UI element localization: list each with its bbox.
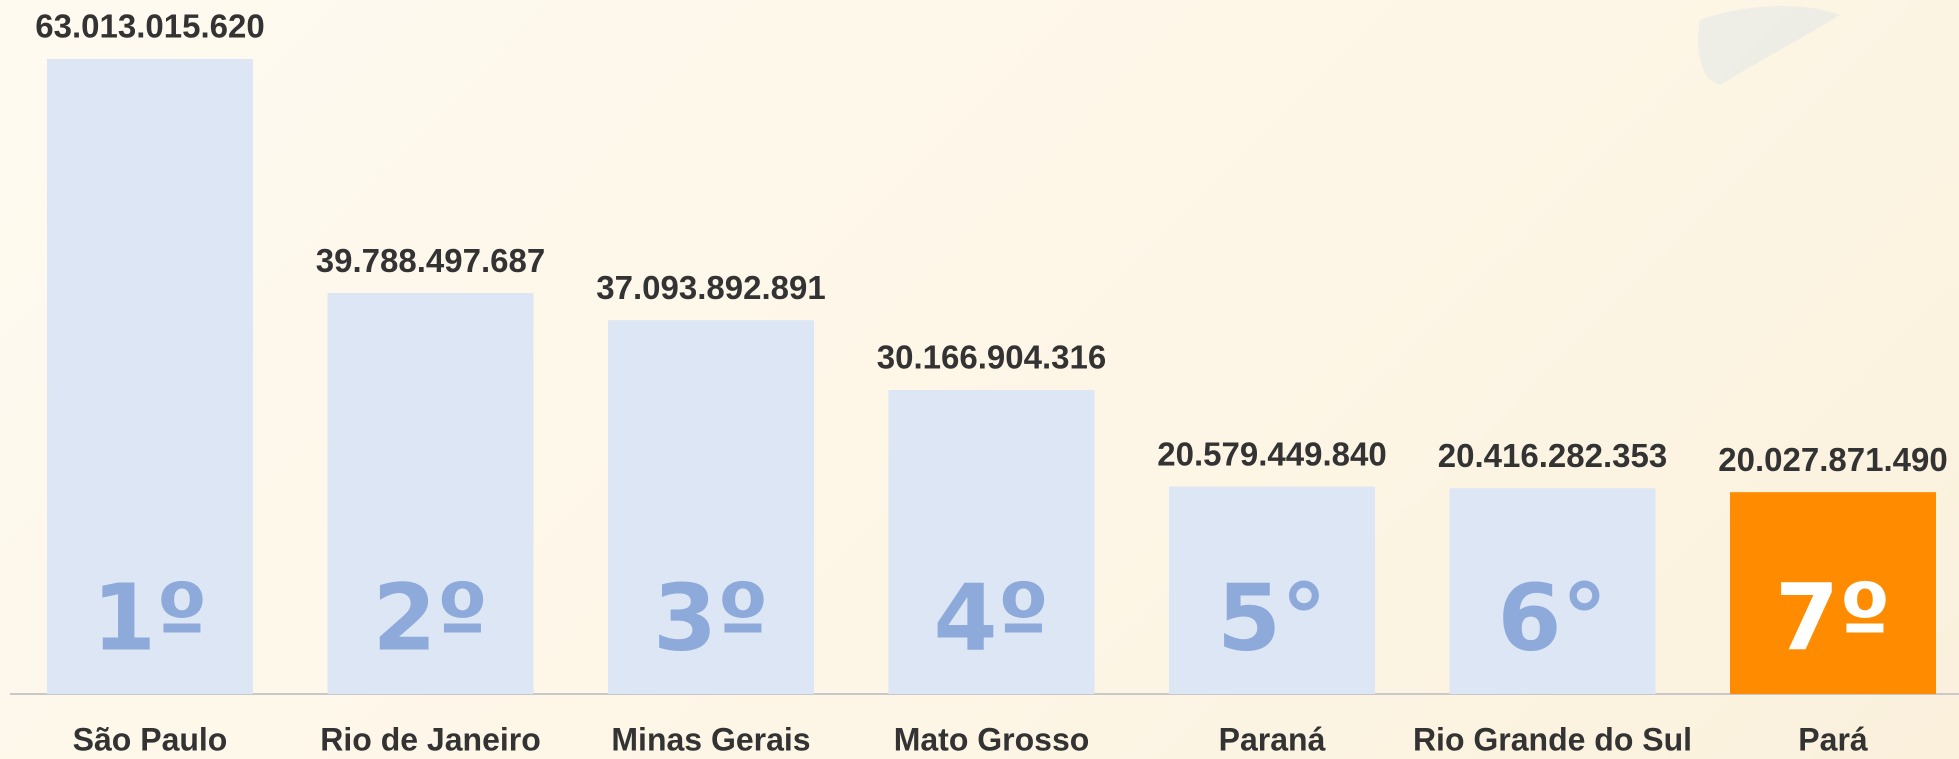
rank-label: 5° [1217,564,1327,671]
rank-label: 1º [92,564,208,671]
value-label: 20.416.282.353 [1438,437,1667,474]
rank-label: 3º [653,564,769,671]
category-label: Minas Gerais [611,721,810,757]
value-label: 20.027.871.490 [1718,441,1947,478]
category-label: Rio Grande do Sul [1413,721,1692,757]
value-label: 63.013.015.620 [35,8,264,45]
category-label: São Paulo [73,721,228,757]
category-label: Paraná [1219,721,1326,757]
decoration [1698,5,1840,85]
rank-label: 6° [1497,564,1607,671]
value-label: 30.166.904.316 [877,339,1106,376]
bar [327,293,534,694]
category-label: Pará [1798,721,1868,757]
bar [608,320,814,694]
bar [1730,492,1936,694]
bar [1449,488,1656,694]
rank-label: 7º [1775,564,1891,671]
bar [47,59,253,694]
bar [1169,486,1375,694]
value-label: 37.093.892.891 [596,269,825,306]
value-label: 20.579.449.840 [1157,435,1386,472]
category-label: Mato Grosso [894,721,1090,757]
rank-label: 2º [373,564,489,671]
category-label: Rio de Janeiro [320,721,541,757]
bar [888,389,1095,694]
rank-label: 4º [934,564,1050,671]
value-label: 39.788.497.687 [316,242,545,279]
